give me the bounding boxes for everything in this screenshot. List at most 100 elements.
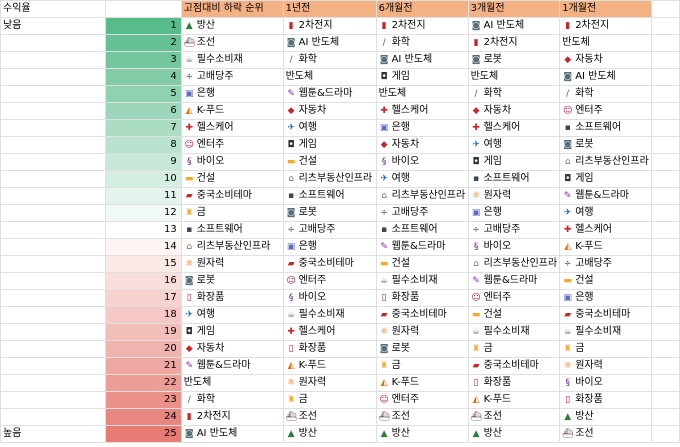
sector-cell[interactable]: § 바이오 — [559, 373, 653, 392]
side-label-cell[interactable] — [0, 169, 107, 188]
sector-cell[interactable]: ◙ 로봇 — [467, 50, 561, 69]
rank-cell[interactable]: 14 — [105, 237, 182, 256]
sector-cell[interactable]: ▲ 방산 — [180, 16, 284, 35]
empty-cell[interactable] — [651, 33, 680, 52]
sector-cell[interactable]: ▣ 은행 — [467, 203, 561, 222]
empty-cell[interactable] — [651, 220, 680, 239]
sector-cell[interactable]: ◆ 자동차 — [559, 50, 653, 69]
sector-cell[interactable]: ✚ 헬스케어 — [180, 118, 284, 137]
sector-cell[interactable]: ▯ 화장품 — [282, 339, 377, 358]
rank-cell[interactable]: 6 — [105, 101, 182, 120]
sector-cell[interactable]: ⛴ 조선 — [559, 424, 653, 443]
rank-cell[interactable]: 2 — [105, 33, 182, 52]
header-cell[interactable]: 1년전 — [282, 0, 377, 18]
sector-cell[interactable]: ☕ 필수소비재 — [559, 322, 653, 341]
side-label-cell[interactable] — [0, 288, 107, 307]
sector-cell[interactable]: § 바이오 — [375, 152, 469, 171]
sector-cell[interactable]: ◙ AI 반도체 — [467, 16, 561, 35]
sector-cell[interactable]: ▬ 건설 — [375, 254, 469, 273]
side-label-cell[interactable] — [0, 135, 107, 154]
sector-cell[interactable]: ▲ 방산 — [282, 424, 377, 443]
sector-cell[interactable]: ♜ 금 — [559, 339, 653, 358]
sector-cell[interactable]: ▪ 소프트웨어 — [467, 169, 561, 188]
sector-cell[interactable]: ▬ 건설 — [559, 271, 653, 290]
rank-cell[interactable]: 10 — [105, 169, 182, 188]
empty-cell[interactable] — [651, 237, 680, 256]
sector-cell[interactable]: ☺ 엔터주 — [559, 101, 653, 120]
sector-cell[interactable]: ▯ 화장품 — [467, 373, 561, 392]
empty-cell[interactable] — [651, 407, 680, 426]
sector-cell[interactable]: ◆ 자동차 — [180, 339, 284, 358]
sector-cell[interactable]: ▣ 은행 — [282, 237, 377, 256]
sector-cell[interactable]: ♜ 금 — [282, 390, 377, 409]
sector-cell[interactable]: ✎ 웹툰&드라마 — [282, 84, 377, 103]
sector-cell[interactable]: ✈ 여행 — [375, 169, 469, 188]
sector-cell[interactable]: ▬ 건설 — [282, 152, 377, 171]
sector-cell[interactable]: 반도체 — [559, 33, 653, 52]
sector-cell[interactable]: ✈ 여행 — [180, 305, 284, 324]
sector-cell[interactable]: 반도체 — [375, 84, 469, 103]
header-cell[interactable]: 고점대비 하락 순위 — [180, 0, 284, 18]
sector-cell[interactable]: ☺ 엔터주 — [282, 271, 377, 290]
rank-cell[interactable]: 18 — [105, 305, 182, 324]
empty-cell[interactable] — [651, 339, 680, 358]
side-label-cell[interactable]: 높음 — [0, 424, 107, 443]
sector-cell[interactable]: ✚ 헬스케어 — [282, 322, 377, 341]
sector-cell[interactable]: ▮ 2차전지 — [282, 16, 377, 35]
sector-cell[interactable]: ◙ AI 반도체 — [375, 50, 469, 69]
sector-cell[interactable]: ☺ 엔터주 — [467, 288, 561, 307]
side-label-cell[interactable] — [0, 203, 107, 222]
sector-cell[interactable]: ✈ 여행 — [559, 203, 653, 222]
sector-cell[interactable]: ◆ 자동차 — [467, 101, 561, 120]
empty-cell[interactable] — [651, 135, 680, 154]
sector-cell[interactable]: ◙ 로봇 — [559, 135, 653, 154]
rank-cell[interactable]: 3 — [105, 50, 182, 69]
sector-cell[interactable]: ▮ 2차전지 — [559, 16, 653, 35]
empty-cell[interactable] — [651, 254, 680, 273]
sector-cell[interactable]: ▰ 중국소비테마 — [180, 186, 284, 205]
empty-cell[interactable] — [651, 305, 680, 324]
rank-cell[interactable]: 4 — [105, 67, 182, 86]
sector-cell[interactable]: ÷ 고배당주 — [467, 220, 561, 239]
sector-cell[interactable]: ✎ 웹툰&드라마 — [180, 356, 284, 375]
sector-cell[interactable]: ◙ AI 반도체 — [282, 33, 377, 52]
sector-cell[interactable]: ▮ 2차전지 — [180, 407, 284, 426]
sector-cell[interactable]: ◭ K-푸드 — [559, 237, 653, 256]
sector-cell[interactable]: 반도체 — [180, 373, 284, 392]
rank-cell[interactable]: 23 — [105, 390, 182, 409]
sector-cell[interactable]: ⛴ 조선 — [180, 33, 284, 52]
side-label-cell[interactable] — [0, 118, 107, 137]
side-label-cell[interactable] — [0, 322, 107, 341]
sector-cell[interactable]: ⌂ 리츠부동산인프라 — [467, 254, 561, 273]
side-label-cell[interactable] — [0, 356, 107, 375]
sector-cell[interactable]: ☕ 필수소비재 — [180, 50, 284, 69]
sector-cell[interactable]: 반도체 — [282, 67, 377, 86]
empty-cell[interactable] — [651, 186, 680, 205]
sector-cell[interactable]: ⛴ 조선 — [282, 407, 377, 426]
sector-cell[interactable]: ▲ 방산 — [559, 407, 653, 426]
rank-cell[interactable]: 25 — [105, 424, 182, 443]
rank-cell[interactable]: 17 — [105, 288, 182, 307]
sector-cell[interactable]: ♜ 금 — [375, 356, 469, 375]
sector-cell[interactable]: ◭ K-푸드 — [467, 390, 561, 409]
sector-cell[interactable]: ◭ K-푸드 — [375, 373, 469, 392]
sector-cell[interactable]: ⌂ 리츠부동산인프라 — [559, 152, 653, 171]
sector-cell[interactable]: § 바이오 — [180, 152, 284, 171]
sector-cell[interactable]: ▰ 중국소비테마 — [467, 356, 561, 375]
sector-cell[interactable]: ⌂ 리츠부동산인프라 — [282, 169, 377, 188]
sector-cell[interactable]: ◘ 게임 — [375, 67, 469, 86]
empty-cell[interactable] — [651, 84, 680, 103]
empty-cell[interactable] — [651, 169, 680, 188]
empty-cell[interactable] — [651, 373, 680, 392]
sector-cell[interactable]: ◙ AI 반도체 — [180, 424, 284, 443]
sector-cell[interactable]: ⚛ 원자력 — [375, 322, 469, 341]
sector-cell[interactable]: ✚ 헬스케어 — [467, 118, 561, 137]
sector-cell[interactable]: ▰ 중국소비테마 — [559, 305, 653, 324]
side-label-cell[interactable] — [0, 220, 107, 239]
sector-cell[interactable]: ⛴ 조선 — [375, 407, 469, 426]
sector-cell[interactable]: ÷ 고배당주 — [180, 67, 284, 86]
empty-cell[interactable] — [651, 152, 680, 171]
sector-cell[interactable]: ⌂ 리츠부동산인프라 — [180, 237, 284, 256]
sector-cell[interactable]: ▪ 소프트웨어 — [375, 220, 469, 239]
side-label-cell[interactable] — [0, 84, 107, 103]
